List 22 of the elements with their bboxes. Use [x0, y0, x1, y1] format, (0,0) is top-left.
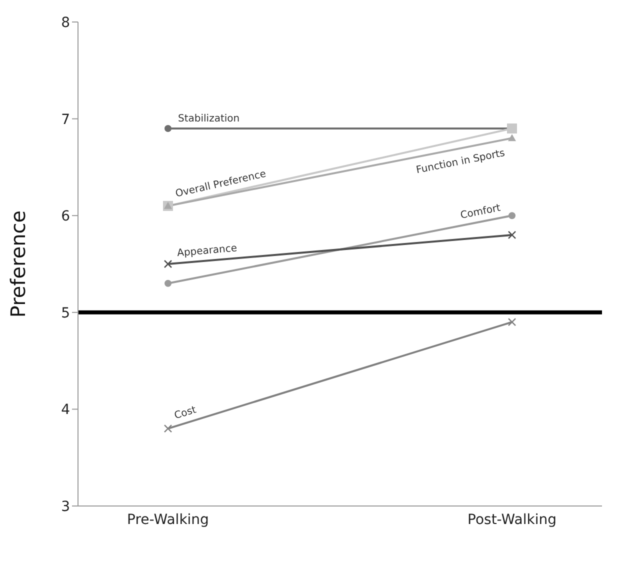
point — [508, 318, 516, 326]
series-label: Stabilization — [178, 113, 240, 124]
point — [164, 280, 172, 287]
point — [164, 260, 172, 268]
y-tick-label: 3 — [61, 498, 70, 515]
y-tick-label: 4 — [61, 402, 70, 418]
y-axis-title: Preference — [6, 210, 30, 318]
y-tick-label: 6 — [61, 208, 70, 225]
x-tick-label: Post-Walking — [468, 512, 556, 528]
x-tick-label: Pre-Walking — [127, 512, 209, 528]
point — [164, 424, 172, 433]
point — [164, 124, 172, 132]
point — [508, 212, 516, 220]
text: Comfort — [460, 202, 502, 222]
point — [508, 230, 516, 240]
text: Cost — [173, 404, 198, 422]
series-label: Appearance — [176, 243, 238, 260]
y-tick-label: 5 — [61, 305, 70, 322]
y-tick-label: 8 — [61, 14, 70, 31]
text: Function in Sports — [415, 148, 506, 176]
text: Overall Preference — [174, 168, 268, 200]
y-tick-label: 7 — [61, 112, 70, 128]
